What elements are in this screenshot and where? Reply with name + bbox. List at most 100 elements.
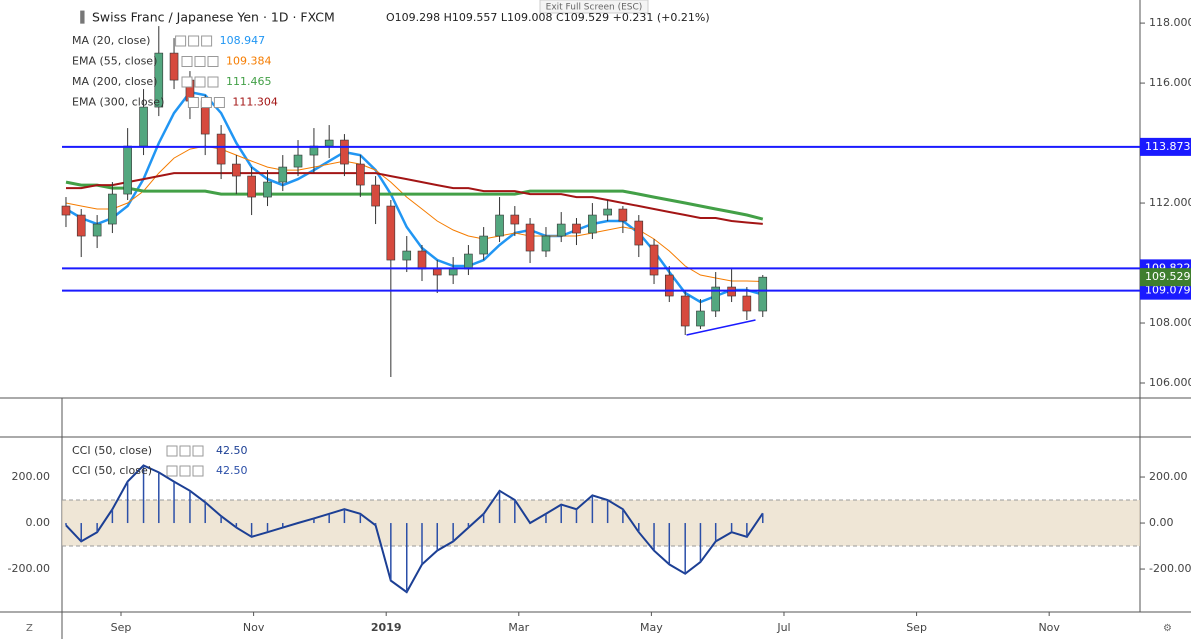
legend-icon	[187, 97, 199, 108]
quote: O109.298 H109.557 L109.008 C109.529 +0.2…	[386, 11, 710, 24]
legend-value: 109.384	[226, 55, 272, 68]
y-tick-label: 118.000	[1149, 16, 1191, 29]
legend-name: EMA (55, close)	[72, 55, 157, 68]
candle-body	[278, 166, 288, 183]
candle-body	[108, 193, 117, 225]
legend-icon	[200, 97, 212, 108]
candle-body	[448, 268, 458, 276]
plot-layer: 106.000 108.000 112.000 116.000 118.000 113.8…	[8, 16, 1191, 634]
x-tick-label: Sep	[906, 621, 927, 634]
legend-icon	[179, 445, 191, 457]
legend-name: CCI (50, close)	[72, 464, 152, 477]
candle-body	[680, 295, 690, 327]
candle-body	[61, 205, 71, 216]
legend-value: 42.50	[216, 444, 248, 457]
candle-body	[464, 253, 473, 270]
legend-icon	[181, 56, 193, 67]
price-label-box	[1140, 137, 1191, 156]
candle-body	[232, 163, 241, 177]
candle-body	[572, 223, 581, 234]
legend-name: EMA (300, close)	[72, 96, 164, 109]
candle-body	[649, 244, 659, 276]
legend-icon	[181, 76, 193, 88]
x-tick-label: May	[640, 621, 663, 634]
y-tick-label: -200.00	[1149, 562, 1191, 575]
tooltip-box	[539, 0, 649, 14]
legend-name: MA (200, close)	[72, 75, 157, 88]
candle-body	[386, 205, 396, 261]
cci-band	[62, 500, 1140, 547]
candle-body	[495, 214, 504, 237]
moving-average-line	[65, 145, 763, 282]
legend-icon	[213, 97, 225, 108]
legend-icon	[192, 465, 204, 477]
candle-body	[139, 106, 148, 147]
candle-body	[556, 223, 566, 237]
candle-body	[154, 52, 164, 108]
legend-icon	[166, 465, 178, 477]
candle-body	[263, 181, 272, 198]
legend-value: 111.465	[226, 75, 272, 88]
x-tick-label: Mar	[508, 621, 529, 634]
settings-icon[interactable]: ⚙	[1163, 623, 1172, 634]
price-label: 109.079	[1145, 284, 1191, 297]
candle-body	[247, 175, 256, 198]
tooltip[interactable]: Exit Full Screen (ESC)	[546, 3, 643, 13]
candle-body	[711, 286, 720, 312]
candle-body	[324, 139, 334, 147]
moving-average-line	[65, 90, 764, 304]
moving-average-line	[65, 180, 764, 221]
candle-body	[758, 276, 768, 312]
candle-body	[169, 52, 179, 81]
candle-body	[356, 163, 365, 186]
candle-body	[541, 235, 551, 252]
legend-icon	[188, 35, 200, 47]
legend-icon	[166, 445, 178, 457]
price-label: 113.873	[1145, 140, 1191, 153]
candle-body	[742, 295, 752, 312]
candle-body	[123, 145, 132, 195]
legend-value: 108.947	[220, 34, 266, 47]
zoom-icon[interactable]: Z	[26, 623, 33, 634]
legend-icon	[207, 76, 219, 88]
candle-body	[603, 208, 612, 216]
y-tick-label: 200.00	[1149, 470, 1188, 483]
last-price-box	[1140, 268, 1191, 287]
x-tick-label: Nov	[243, 621, 265, 634]
legend-icon	[192, 445, 204, 457]
legend-icon	[194, 56, 206, 67]
y-tick-label: 108.000	[1149, 316, 1191, 329]
left-tick-label: 0.00	[26, 516, 51, 529]
x-tick-label: Sep	[111, 621, 132, 634]
candle-body	[525, 223, 535, 252]
legend-name: MA (20, close)	[72, 34, 150, 47]
candle-body	[618, 208, 628, 222]
candle-body	[216, 133, 226, 165]
trend-line	[686, 319, 756, 336]
candle-body	[510, 214, 520, 225]
moving-average-line	[66, 172, 763, 225]
left-tick-label: -200.00	[8, 562, 50, 575]
candle-body	[402, 250, 412, 261]
legend-value: 111.304	[232, 96, 278, 109]
candle-body	[340, 139, 349, 165]
y-tick-label: 0.00	[1149, 516, 1174, 529]
candle-body	[293, 154, 303, 168]
chart-title[interactable]: Swiss Franc / Japanese Yen · 1D · FXCM	[92, 10, 335, 25]
legend-name: CCI (50, close)	[72, 444, 152, 457]
candle-body	[92, 223, 102, 237]
legend-icon	[179, 465, 191, 477]
candle-body	[417, 250, 427, 270]
candle-body	[664, 274, 674, 297]
y-tick-label: 112.000	[1149, 196, 1191, 209]
x-tick-label: 2019	[371, 621, 402, 634]
cci-line	[65, 464, 764, 594]
candle-body	[371, 184, 380, 207]
y-tick-label: 116.000	[1149, 76, 1191, 89]
x-tick-label: Jul	[776, 621, 790, 634]
y-tick-label: 106.000	[1149, 376, 1191, 389]
candle-body	[479, 235, 488, 255]
x-tick-label: Nov	[1038, 621, 1060, 634]
